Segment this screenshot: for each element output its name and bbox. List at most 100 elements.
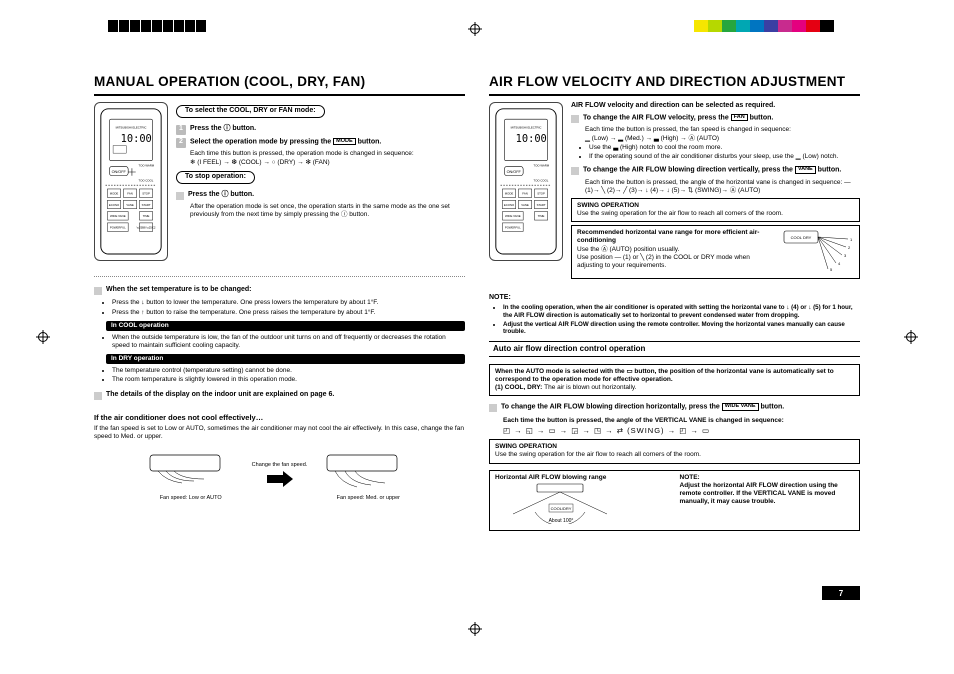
stop-body: After the operation mode is set once, th…	[190, 203, 465, 219]
page-content: MANUAL OPERATION (COOL, DRY, FAN) MITSUB…	[94, 74, 860, 584]
reg-crosshair-left	[36, 330, 50, 344]
svg-text:STOP: STOP	[537, 191, 545, 195]
stop-line: Press the ⓘ button.	[188, 191, 254, 200]
mode-button-icon: MODE	[333, 138, 356, 146]
svg-text:VANE: VANE	[521, 203, 529, 207]
auto-mode-box: When the AUTO mode is selected with the …	[489, 364, 860, 396]
step-1-num: 1	[176, 125, 186, 135]
step2-sequence: ❄ (I FEEL) → ❆ (COOL) → ○ (DRY) → ✻ (FAN…	[190, 159, 465, 167]
svg-text:TOO COOL: TOO COOL	[534, 178, 549, 182]
left-column: MANUAL OPERATION (COOL, DRY, FAN) MITSUB…	[94, 74, 465, 584]
step-1: 1 Press the ⓘ button.	[176, 125, 465, 135]
dry-bullet-1: The temperature control (temperature set…	[112, 367, 465, 375]
vane-button-icon: VANE	[795, 166, 816, 174]
display-ref: The details of the display on the indoor…	[106, 391, 334, 400]
svg-text:10:00: 10:00	[121, 133, 152, 145]
step-2-text: Select the operation mode by pressing th…	[190, 138, 381, 148]
bullet-sq	[571, 115, 579, 123]
svg-text:FAN: FAN	[127, 191, 132, 195]
remote-illustration-right: MITSUBISHI ELECTRIC 10:00 ON/OFF TOO WAR…	[489, 102, 563, 282]
step-1-text: Press the ⓘ button.	[190, 125, 256, 135]
ac-unit-med-icon	[323, 451, 413, 491]
svg-text:MITSUBISHI ELECTRIC: MITSUBISHI ELECTRIC	[511, 126, 542, 130]
temp-lower: Press the ↓ button to lower the temperat…	[112, 299, 465, 307]
auto-box1: When the AUTO mode is selected with the …	[495, 368, 854, 384]
dry-bullet-2: The room temperature is slightly lowered…	[112, 376, 465, 384]
black-reg-bars	[108, 20, 207, 32]
horizontal-range-icon: COOL/DRY About 100°	[495, 482, 625, 524]
svg-text:TIME: TIME	[538, 214, 545, 218]
color-swatches	[694, 20, 834, 32]
right-headline: AIR FLOW VELOCITY AND DIRECTION ADJUSTME…	[489, 74, 860, 96]
svg-text:MITSUBISHI ELECTRIC: MITSUBISHI ELECTRIC	[116, 126, 147, 130]
rec-l1: Use the Ⓐ (AUTO) position usually.	[577, 246, 776, 254]
svg-text:TOO WARM: TOO WARM	[139, 163, 155, 167]
rec-l2: Use position ― (1) or ╲ (2) in the COOL …	[577, 254, 776, 270]
illus-change-label: Change the fan speed.	[252, 462, 308, 469]
svg-text:About 100°: About 100°	[549, 518, 574, 524]
svg-text:4: 4	[838, 261, 841, 266]
swing1-body: Use the swing operation for the air flow…	[577, 210, 854, 218]
remote-svg: MITSUBISHI ELECTRIC 10:00 ON/OFF TOO WAR…	[489, 102, 563, 261]
svg-text:WIDE VANE: WIDE VANE	[505, 214, 521, 218]
cool-op-pill: In COOL operation	[106, 321, 465, 331]
hnote-body: Adjust the horizontal AIR FLOW direction…	[680, 482, 855, 506]
svg-text:TOO COOL: TOO COOL	[139, 178, 154, 182]
vert-hdr: To change the AIR FLOW blowing direction…	[583, 166, 841, 175]
ac-unit-low-icon	[146, 451, 236, 491]
vel-bullet-1: Use the ▃ (High) notch to cool the room …	[589, 144, 860, 152]
note-1: In the cooling operation, when the air c…	[503, 304, 860, 320]
svg-text:STOP: STOP	[142, 191, 150, 195]
horz-body: Each time the button is pressed, the ang…	[503, 417, 860, 425]
step2-body: Each time this button is pressed, the op…	[190, 150, 465, 158]
svg-text:ON/OFF: ON/OFF	[112, 170, 127, 174]
auto-dir-bar: Auto air flow direction control operatio…	[489, 341, 860, 357]
svg-text:ON/OFF: ON/OFF	[507, 170, 522, 174]
svg-text:1: 1	[850, 237, 853, 242]
rec-hd: Recommended horizontal vane range for mo…	[577, 229, 776, 245]
svg-text:COOL DRY: COOL DRY	[791, 235, 812, 240]
page-number: 7	[822, 586, 860, 600]
right-column: AIR FLOW VELOCITY AND DIRECTION ADJUSTME…	[489, 74, 860, 584]
svg-text:5: 5	[830, 267, 833, 272]
svg-text:MODE: MODE	[110, 191, 119, 195]
bullet-sq	[571, 167, 579, 175]
temp-change-hdr: When the set temperature is to be change…	[106, 286, 251, 295]
reg-crosshair-right	[904, 330, 918, 344]
vel-bullet-2: If the operating sound of the air condit…	[589, 153, 860, 161]
bullet-sq	[94, 287, 102, 295]
hnote-hd: NOTE:	[680, 474, 855, 482]
vel-seq: ▁ (Low) → ▂ (Med.) → ▃ (High) → Ⓐ (AUTO)	[585, 135, 860, 143]
note-hdr: NOTE:	[489, 294, 860, 303]
svg-text:3: 3	[844, 253, 847, 258]
remote-illustration-left: MITSUBISHI ELECTRIC 10:00 ON/OFF TOO WAR…	[94, 102, 168, 265]
reg-crosshair-top	[468, 22, 482, 36]
cool-bullet: When the outside temperature is low, the…	[112, 334, 465, 350]
horizontal-range-box: Horizontal AIR FLOW blowing range COOL/D…	[489, 470, 860, 531]
svg-text:ECONO: ECONO	[504, 203, 515, 207]
svg-text:ECONO: ECONO	[109, 203, 120, 207]
no-cool-body: If the fan speed is set to Low or AUTO, …	[94, 425, 465, 441]
illus-med-label: Fan speed: Med. or upper	[323, 495, 413, 502]
swing2-body: Use the swing operation for the air flow…	[495, 451, 854, 459]
swing-op-box-1: SWING OPERATION Use the swing operation …	[571, 198, 860, 222]
svg-text:START: START	[142, 203, 151, 207]
svg-text:COOL/DRY: COOL/DRY	[551, 506, 572, 511]
svg-text:\u25B8 \u25C2: \u25B8 \u25C2	[137, 225, 156, 229]
step-2-num: 2	[176, 138, 186, 148]
swing2-hd: SWING OPERATION	[495, 443, 854, 451]
recommended-range-box: Recommended horizontal vane range for mo…	[571, 225, 860, 279]
vert-body: Each time the button is pressed, the ang…	[585, 179, 860, 195]
horz-hdr: To change the AIR FLOW blowing direction…	[501, 403, 784, 412]
bullet-sq	[176, 192, 184, 200]
fan-speed-illustration: Fan speed: Low or AUTO Change the fan sp…	[94, 451, 465, 502]
svg-text:TIME: TIME	[143, 214, 150, 218]
pill-select-mode: To select the COOL, DRY or FAN mode:	[176, 105, 325, 118]
note-2: Adjust the vertical AIR FLOW direction u…	[503, 321, 860, 337]
svg-text:VANE: VANE	[126, 203, 134, 207]
auto-box2: (1) COOL, DRY: The air is blown out hori…	[495, 384, 854, 392]
bullet-sq	[94, 392, 102, 400]
left-headline: MANUAL OPERATION (COOL, DRY, FAN)	[94, 74, 465, 96]
horz-seq: ◰ → ◱ → ▭ → ◲ → ◳ → ⇄ (SWING) → ◰ → ▭	[503, 426, 860, 435]
vane-range-icon: COOL DRY 12 345	[782, 229, 854, 275]
